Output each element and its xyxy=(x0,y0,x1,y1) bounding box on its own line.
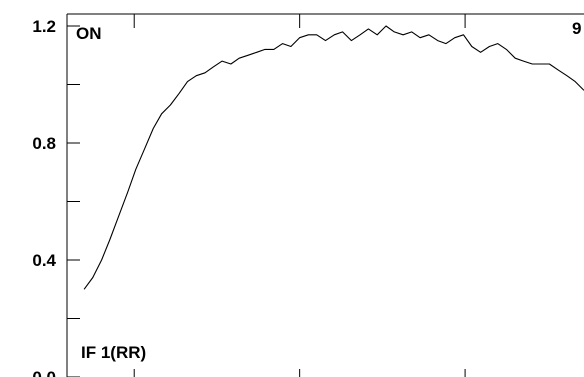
y-tick-label: 1.2 xyxy=(32,17,56,36)
y-tick-label: 0.4 xyxy=(32,251,56,270)
chart-axes xyxy=(66,13,584,377)
top-right-annotation: 9 xyxy=(572,19,581,38)
series-line xyxy=(83,25,584,290)
top-left-annotation: ON xyxy=(76,24,102,43)
y-tick-label: 0.0 xyxy=(32,368,56,377)
y-tick-label: 0.8 xyxy=(32,134,56,153)
series-lines xyxy=(83,25,584,290)
tick-marks xyxy=(67,14,466,377)
y-tick-labels: 1.2 0.8 0.4 0.0 xyxy=(32,17,56,377)
bottom-left-annotation: IF 1(RR) xyxy=(81,343,146,362)
